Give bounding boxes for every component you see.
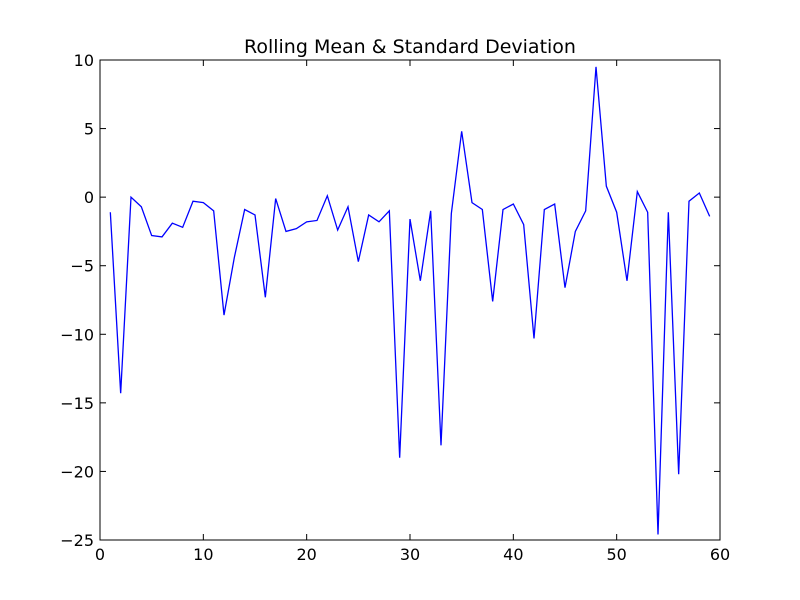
- series-line: [109, 66, 711, 535]
- y-tick-label: −20: [60, 462, 94, 481]
- x-axis: 0 10 20 30 40 50 60: [95, 60, 730, 564]
- y-tick-label: −15: [60, 394, 94, 413]
- x-tick-label: 0: [95, 545, 105, 564]
- chart-title: Rolling Mean & Standard Deviation: [244, 36, 576, 58]
- y-tick-label: −10: [60, 325, 94, 344]
- x-tick-label: 60: [710, 545, 730, 564]
- y-axis: 10 5 0 −5 −10 −15 −20 −25: [60, 51, 720, 550]
- y-tick-label: 10: [74, 51, 94, 70]
- y-tick-label: −25: [60, 531, 94, 550]
- x-tick-label: 20: [296, 545, 316, 564]
- y-tick-label: 0: [84, 188, 94, 207]
- x-tick-label: 10: [193, 545, 213, 564]
- x-tick-label: 50: [606, 545, 626, 564]
- y-tick-label: −5: [70, 257, 94, 276]
- y-tick-label: 5: [84, 120, 94, 139]
- x-tick-label: 30: [400, 545, 420, 564]
- plot-area: [109, 66, 711, 535]
- axes-frame: [99, 59, 721, 541]
- x-tick-label: 40: [503, 545, 523, 564]
